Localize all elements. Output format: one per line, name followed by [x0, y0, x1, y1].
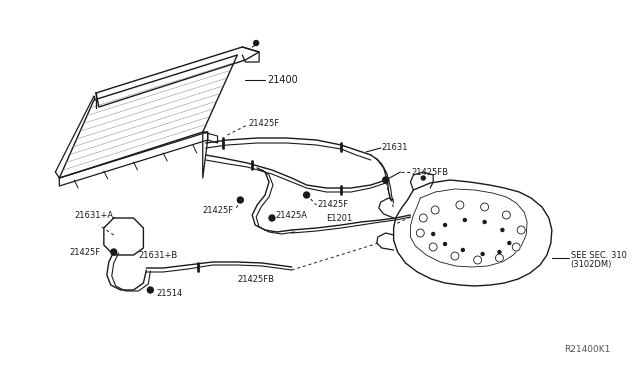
Text: 21425F: 21425F: [203, 205, 234, 215]
Text: 21631+A: 21631+A: [74, 211, 113, 219]
Text: E1201: E1201: [326, 214, 353, 222]
Circle shape: [512, 243, 520, 251]
Text: 21425F: 21425F: [248, 119, 280, 128]
Circle shape: [502, 211, 510, 219]
Text: 21631+B: 21631+B: [138, 250, 178, 260]
Circle shape: [483, 221, 486, 224]
Circle shape: [253, 41, 259, 45]
Circle shape: [498, 250, 501, 253]
Circle shape: [383, 177, 388, 183]
Text: R21400K1: R21400K1: [564, 346, 610, 355]
Text: 21425F: 21425F: [69, 247, 100, 257]
Circle shape: [501, 228, 504, 231]
Circle shape: [508, 241, 511, 244]
Circle shape: [456, 201, 464, 209]
Circle shape: [517, 226, 525, 234]
Circle shape: [481, 253, 484, 256]
Circle shape: [303, 192, 310, 198]
Text: 21514: 21514: [156, 289, 182, 298]
Circle shape: [481, 203, 488, 211]
Circle shape: [431, 206, 439, 214]
Text: SEE SEC. 310: SEE SEC. 310: [571, 250, 627, 260]
Text: 21400: 21400: [267, 75, 298, 85]
Text: (3102DM): (3102DM): [571, 260, 612, 269]
Circle shape: [429, 243, 437, 251]
Text: 21631: 21631: [381, 142, 408, 151]
Circle shape: [417, 229, 424, 237]
Circle shape: [111, 249, 116, 255]
Circle shape: [269, 215, 275, 221]
Circle shape: [463, 218, 467, 221]
Text: 21425F: 21425F: [317, 199, 349, 208]
Circle shape: [461, 248, 465, 251]
Text: 21425A: 21425A: [275, 211, 307, 219]
Circle shape: [432, 232, 435, 235]
Text: 21425FB: 21425FB: [412, 167, 449, 176]
Text: 21425FB: 21425FB: [237, 276, 275, 285]
Circle shape: [237, 197, 243, 203]
Circle shape: [474, 256, 482, 264]
Circle shape: [419, 214, 428, 222]
Circle shape: [451, 252, 459, 260]
Circle shape: [147, 287, 154, 293]
Circle shape: [444, 243, 447, 246]
Circle shape: [444, 224, 447, 227]
Circle shape: [421, 176, 425, 180]
Circle shape: [495, 254, 504, 262]
